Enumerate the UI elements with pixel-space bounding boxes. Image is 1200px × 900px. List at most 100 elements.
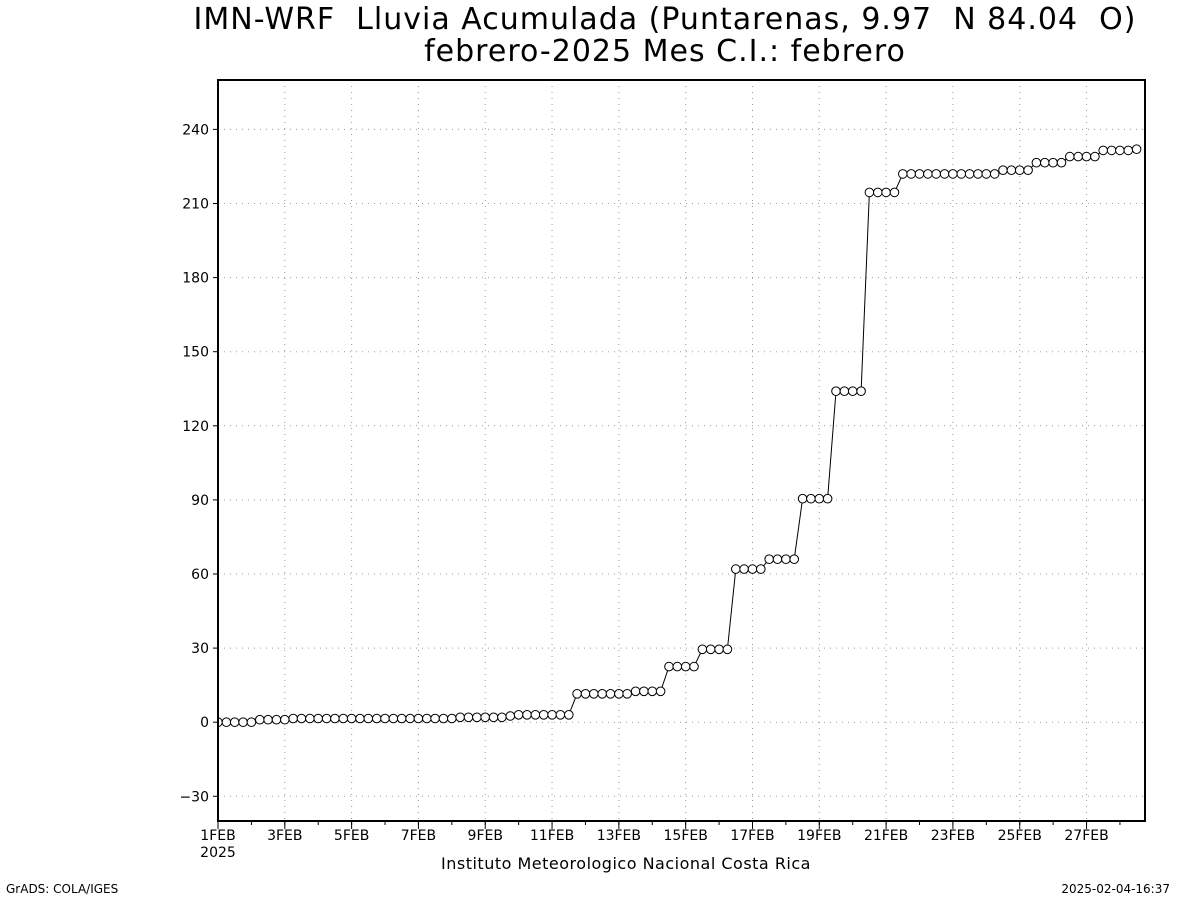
data-point (781, 554, 791, 565)
data-point (346, 713, 357, 724)
y-tick-label: 240 (182, 122, 209, 138)
data-point (731, 564, 741, 574)
data-point (839, 386, 850, 397)
data-point (973, 169, 983, 179)
y-tick-label: 60 (191, 567, 209, 583)
x-tick-label: 25FEB (998, 828, 1042, 844)
data-point (254, 714, 265, 725)
data-point (680, 661, 691, 672)
data-point (363, 713, 374, 724)
series-markers (218, 144, 1142, 728)
data-point (739, 564, 749, 574)
data-point (814, 493, 825, 504)
data-point (564, 710, 574, 720)
data-point (722, 644, 733, 655)
data-point (630, 686, 641, 697)
x-tick-label: 13FEB (597, 828, 641, 844)
data-point (288, 713, 299, 724)
data-point (647, 686, 658, 697)
data-point (705, 644, 716, 655)
data-point (614, 689, 624, 699)
data-point (1065, 151, 1075, 162)
data-point (296, 713, 307, 724)
chart-title: IMN-WRF Lluvia Acumulada (Puntarenas, 9.… (193, 2, 1137, 37)
data-point (572, 689, 582, 699)
x-tick-label: 19FEB (797, 828, 841, 844)
data-point (538, 710, 549, 720)
chart-subtitle: febrero-2025 Mes C.I.: febrero (424, 34, 906, 69)
data-point (747, 564, 758, 574)
x-tick-label: 5FEB (334, 828, 369, 844)
y-tick-label: 120 (182, 419, 209, 435)
data-point (338, 713, 349, 724)
data-point (948, 169, 958, 179)
data-point (422, 713, 432, 724)
x-tick-label: 21FEB (864, 828, 908, 844)
data-point (772, 554, 783, 565)
data-point (856, 386, 866, 397)
data-point (964, 169, 975, 179)
data-point (547, 710, 557, 720)
data-point (664, 661, 674, 672)
x-tick-label: 11FEB (530, 828, 574, 844)
data-point (229, 717, 240, 728)
data-point (413, 713, 424, 724)
data-point (463, 712, 474, 723)
data-point (589, 689, 599, 699)
x-tick-label: 17FEB (730, 828, 774, 844)
software-credit: GrADS: COLA/IGES (6, 882, 119, 896)
data-point (931, 169, 942, 179)
data-point (280, 714, 290, 725)
data-point (1115, 145, 1125, 156)
plot-frame (217, 79, 1146, 822)
data-point (831, 386, 841, 397)
x-tick-sublabel: 2025 (200, 845, 236, 861)
data-point (1031, 157, 1042, 168)
series-line (218, 148, 1137, 723)
data-point (923, 169, 933, 179)
x-tick-label: 3FEB (267, 828, 302, 844)
data-point (238, 717, 248, 728)
data-point (555, 710, 566, 720)
data-point (756, 564, 766, 574)
x-axis-label: Instituto Meteorologico Nacional Costa R… (441, 854, 811, 873)
data-point (655, 686, 666, 697)
generation-timestamp: 2025-02-04-16:37 (1061, 882, 1170, 896)
data-point (981, 169, 992, 179)
data-point (246, 717, 257, 728)
data-point (1073, 151, 1083, 162)
data-point (714, 644, 724, 655)
x-tick-label: 27FEB (1064, 828, 1108, 844)
y-tick-label: 30 (191, 641, 209, 657)
data-point (1006, 165, 1017, 175)
data-point (789, 554, 800, 565)
data-point (455, 712, 466, 723)
y-tick-label: 90 (191, 493, 209, 509)
data-point (472, 712, 482, 723)
data-point (847, 386, 858, 397)
x-tick-label: 7FEB (401, 828, 436, 844)
data-point (998, 165, 1008, 175)
data-point (263, 714, 273, 725)
data-point (221, 717, 232, 728)
data-point (405, 713, 415, 724)
data-point (864, 187, 875, 198)
data-point (313, 713, 324, 724)
data-point (447, 713, 457, 724)
data-point (689, 661, 699, 672)
data-point (355, 713, 365, 724)
data-point (939, 169, 950, 179)
data-point (1123, 145, 1134, 156)
data-point (271, 714, 282, 725)
data-point (1131, 144, 1142, 154)
x-tick-label: 9FEB (468, 828, 503, 844)
data-point (597, 689, 608, 699)
data-point (388, 713, 399, 724)
data-point (797, 493, 808, 504)
y-tick-label: 180 (182, 271, 209, 287)
data-point (764, 554, 775, 565)
data-point (989, 169, 1000, 179)
data-point (881, 187, 891, 198)
data-point (1014, 165, 1025, 175)
data-point (697, 644, 708, 655)
